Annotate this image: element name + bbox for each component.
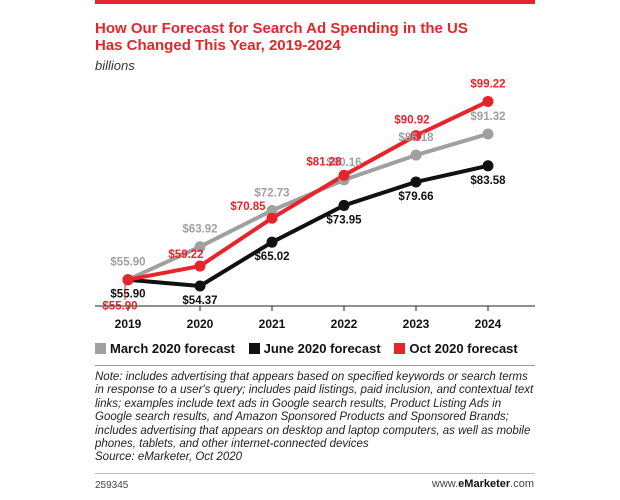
legend-label-oct: Oct 2020 forecast xyxy=(409,341,518,356)
source-text: Source: eMarketer, Oct 2020 xyxy=(95,451,243,464)
data-label: $86.18 xyxy=(398,132,434,144)
legend-label-june: June 2020 forecast xyxy=(263,341,381,356)
data-label: $79.66 xyxy=(398,191,433,203)
data-point xyxy=(266,236,278,248)
x-tick-label: 2021 xyxy=(259,317,286,331)
data-point xyxy=(194,260,206,272)
legend-label-march: March 2020 forecast xyxy=(110,341,236,356)
data-label: $99.22 xyxy=(470,78,505,90)
x-tick-label: 2022 xyxy=(331,317,358,331)
brand-link[interactable]: www.eMarketer.com xyxy=(432,478,534,490)
brand-name: eMarketer xyxy=(458,478,511,490)
data-point xyxy=(410,130,422,142)
x-tick-label: 2020 xyxy=(187,317,214,331)
footer-divider xyxy=(95,473,535,474)
data-point xyxy=(194,280,206,292)
legend-item-oct: Oct 2020 forecast xyxy=(394,341,518,356)
data-label: $70.85 xyxy=(230,201,266,213)
data-point xyxy=(482,160,494,172)
legend-swatch-june xyxy=(248,343,260,354)
chart-title-line-2: Has Changed This Year, 2019-2024 xyxy=(95,37,341,54)
data-label: $80.16 xyxy=(326,157,361,169)
series-line xyxy=(127,163,489,289)
data-label: $54.37 xyxy=(182,295,217,307)
data-label: $59.22 xyxy=(168,249,203,261)
data-point xyxy=(410,176,422,188)
data-point xyxy=(482,95,494,107)
data-label: $83.58 xyxy=(470,175,506,187)
data-point xyxy=(338,199,350,211)
x-tick-label: 2023 xyxy=(403,317,430,331)
legend-item-june: June 2020 forecast xyxy=(248,341,381,356)
data-label: $81.28 xyxy=(306,156,342,168)
brand-suffix: .com xyxy=(510,478,534,490)
x-tick-label: 2024 xyxy=(475,317,502,331)
chart-title: How Our Forecast for Search Ad Spending … xyxy=(95,20,535,54)
data-label: $90.92 xyxy=(394,115,429,127)
legend-divider xyxy=(95,365,535,366)
data-point xyxy=(194,241,206,253)
data-point xyxy=(410,149,422,161)
note-text: Note: includes advertising that appears … xyxy=(95,371,534,451)
chart-note: Note: includes advertising that appears … xyxy=(95,371,535,465)
chart-title-line-1: How Our Forecast for Search Ad Spending … xyxy=(95,20,468,37)
x-tick-label: 2019 xyxy=(115,317,142,331)
data-label: $55.90 xyxy=(110,257,145,269)
data-point xyxy=(266,212,278,224)
data-label: $91.32 xyxy=(470,111,505,123)
top-accent-bar xyxy=(95,0,535,4)
data-point xyxy=(338,169,350,181)
data-label: $55.90 xyxy=(102,301,137,313)
data-label: $65.02 xyxy=(254,251,289,263)
legend-swatch-march xyxy=(95,343,106,354)
data-label: $73.95 xyxy=(326,214,362,226)
brand-prefix: www. xyxy=(431,478,459,490)
data-label: $72.73 xyxy=(254,187,289,199)
data-point xyxy=(266,204,278,216)
data-point xyxy=(482,128,494,140)
series-line xyxy=(127,99,489,282)
chart-subtitle: billions xyxy=(95,58,135,73)
legend-item-march: March 2020 forecast xyxy=(95,341,235,356)
data-point xyxy=(122,274,134,286)
data-label: $55.90 xyxy=(110,289,145,301)
data-label: $63.92 xyxy=(182,224,217,236)
chart-legend: March 2020 forecast June 2020 forecast O… xyxy=(95,341,535,356)
chart-id: 259345 xyxy=(95,480,129,491)
legend-swatch-oct xyxy=(394,343,406,354)
